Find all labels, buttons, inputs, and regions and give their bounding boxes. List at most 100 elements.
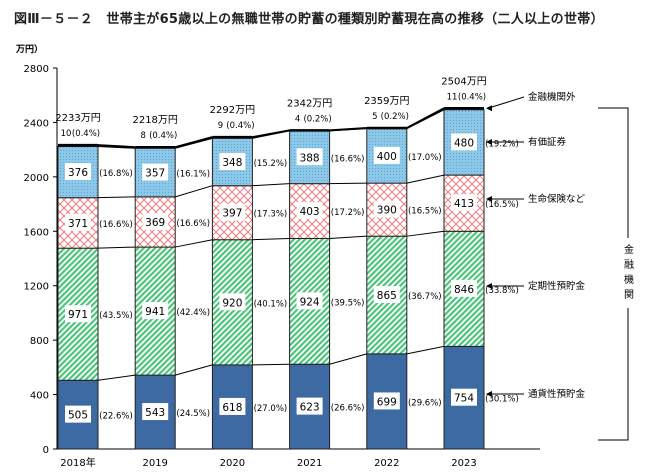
arrow-head-icon: [486, 391, 492, 397]
y-tick-label: 2400: [24, 118, 49, 129]
share-label: (0.2%): [303, 114, 331, 124]
value-label: 941: [145, 306, 165, 318]
connector-line: [252, 183, 290, 187]
legend-arrow: [487, 96, 525, 109]
share-label: (39.5%): [331, 298, 365, 308]
x-tick-label: 2021: [297, 458, 322, 469]
total-label: 2233万円: [55, 113, 100, 124]
value-label: 388: [300, 152, 320, 164]
share-label: (16.5%): [485, 200, 519, 210]
value-label-bg: [65, 305, 91, 323]
connector-line: [252, 129, 290, 139]
value-label-bg: [451, 388, 477, 406]
connector-line: [252, 363, 290, 366]
value-label: 371: [68, 218, 88, 230]
value-label: 699: [377, 396, 397, 408]
value-label-bg: [65, 163, 91, 181]
connector-line: [329, 182, 367, 185]
total-label: 2342万円: [287, 98, 332, 109]
value-label-bg: [296, 397, 323, 415]
share-label: (0.2%): [381, 112, 409, 122]
share-label: (0.4%): [72, 129, 100, 139]
share-label: (16.6%): [331, 154, 365, 164]
value-label: 924: [300, 296, 320, 308]
value-label: 357: [145, 168, 165, 180]
share-label: (0.4%): [226, 121, 254, 131]
arrow-head-icon: [486, 283, 492, 289]
share-label: (17.2%): [331, 208, 365, 218]
connector-line: [97, 144, 136, 149]
connector-line: [174, 136, 213, 149]
value-label: 4: [295, 114, 300, 124]
value-label: 413: [454, 198, 474, 210]
value-label: 9: [218, 121, 223, 131]
total-label: 2504万円: [441, 76, 486, 87]
value-label-bg: [219, 397, 246, 415]
arrow-head-icon: [486, 196, 492, 202]
value-label: 543: [145, 407, 165, 419]
share-label: (26.6%): [331, 404, 365, 414]
connector-line: [175, 364, 213, 376]
chart-title: 図Ⅲ－５－２ 世帯主が65歳以上の無職世帯の貯蓄の種類別貯蓄現在高の推移（二人以…: [14, 12, 604, 27]
value-label-bg: [219, 153, 246, 171]
value-label-bg: [451, 194, 477, 212]
share-label: (16.8%): [99, 169, 133, 179]
arrow-head-icon: [486, 105, 492, 112]
connector-line: [97, 196, 136, 199]
value-label-bg: [296, 202, 323, 220]
value-label: 920: [222, 297, 242, 309]
bracket-gap: [624, 238, 634, 308]
value-label: 397: [222, 208, 242, 220]
share-label: (36.7%): [408, 292, 442, 302]
connector-line: [97, 146, 136, 149]
bracket-label-char: 機: [624, 273, 634, 286]
share-label: (30.1%): [485, 395, 519, 405]
bracket: [598, 107, 629, 441]
share-label: (22.6%): [99, 412, 133, 422]
share-label: (16.6%): [99, 220, 133, 230]
value-label-bg: [65, 405, 91, 423]
bar-segment-3: [366, 128, 408, 184]
connector-line: [406, 174, 445, 184]
value-label-bg: [373, 286, 400, 304]
value-label-bg: [142, 163, 169, 181]
value-label-bg: [373, 392, 400, 410]
x-tick-label: 2020: [220, 458, 245, 469]
y-tick-label: 2800: [24, 64, 49, 75]
share-label: (43.5%): [99, 311, 133, 321]
total-label: 2359万円: [364, 96, 409, 107]
bracket-label-char: 金: [624, 243, 634, 256]
value-label-bg: [373, 146, 400, 164]
x-tick-label: 2019: [142, 458, 167, 469]
connector-line: [175, 185, 213, 198]
value-label-bg: [142, 212, 169, 230]
share-label: (42.4%): [176, 308, 210, 318]
series-label: 生命保険など: [528, 193, 586, 205]
series-label: 定期性預貯金: [528, 280, 586, 292]
share-label: (15.2%): [254, 159, 288, 169]
value-label: 5: [372, 112, 377, 122]
connector-line: [175, 239, 213, 248]
value-label-bg: [142, 403, 169, 421]
value-label: 390: [377, 205, 397, 217]
y-tick-label: 1200: [24, 282, 49, 293]
value-label: 10: [61, 129, 72, 139]
share-label: (0.4%): [458, 92, 486, 102]
share-label: (33.8%): [485, 286, 519, 296]
value-label: 618: [222, 402, 242, 414]
value-label: 846: [454, 284, 474, 296]
connector-line: [406, 107, 445, 129]
value-label: 348: [222, 157, 242, 169]
bar-segment-1: [134, 246, 176, 376]
share-label: (17.3%): [254, 210, 288, 220]
value-label-bg: [65, 213, 91, 231]
value-label: 11: [447, 92, 458, 102]
y-tick-label: 2000: [24, 173, 49, 184]
series-label: 通貨性預貯金: [528, 388, 586, 400]
connector-line: [406, 230, 445, 237]
value-label-bg: [219, 293, 246, 311]
value-label: 623: [300, 402, 320, 414]
value-label: 865: [377, 290, 397, 302]
